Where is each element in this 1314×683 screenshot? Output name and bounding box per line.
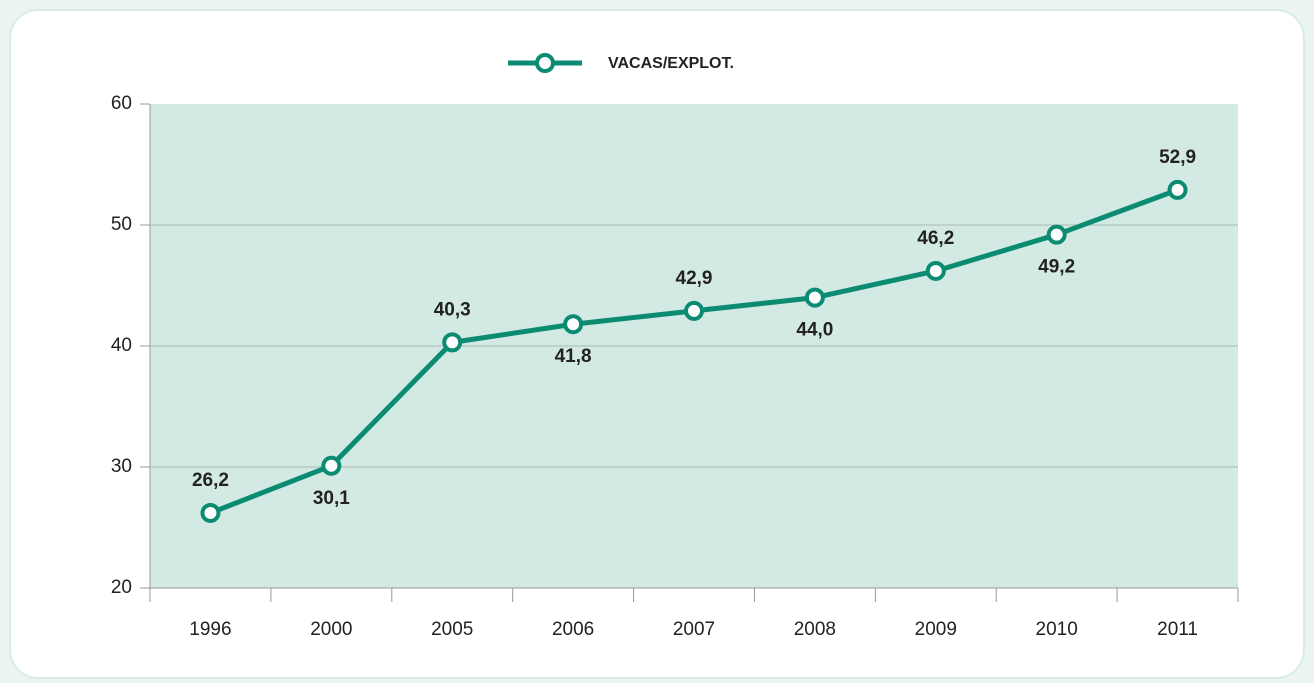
y-tick-label: 60 — [111, 93, 132, 114]
data-point — [200, 502, 221, 523]
y-tick-label: 20 — [111, 577, 132, 598]
data-label: 42,9 — [676, 268, 713, 289]
x-tick-label: 2007 — [673, 619, 715, 640]
data-label: 41,8 — [555, 346, 592, 367]
data-label: 46,2 — [917, 228, 954, 249]
x-tick-label: 2005 — [431, 619, 473, 640]
data-point — [321, 455, 342, 476]
data-point — [442, 332, 463, 353]
y-tick-label: 40 — [111, 335, 132, 356]
data-label: 30,1 — [313, 488, 350, 509]
data-point — [684, 300, 704, 321]
data-label: 40,3 — [434, 299, 471, 320]
data-point — [925, 260, 946, 281]
data-point — [804, 287, 825, 308]
data-point — [1046, 224, 1067, 245]
y-tick-label: 30 — [111, 456, 132, 477]
data-label: 49,2 — [1038, 257, 1075, 278]
x-tick-label: 2000 — [310, 619, 352, 640]
x-tick-label: 2009 — [915, 619, 957, 640]
data-label: 26,2 — [192, 470, 229, 491]
data-label: 52,9 — [1159, 147, 1196, 168]
data-label: 44,0 — [796, 320, 833, 341]
x-tick-label: 2010 — [1036, 619, 1078, 640]
legend-marker — [535, 53, 555, 73]
y-tick-label: 50 — [111, 214, 132, 235]
x-tick-label: 1996 — [189, 619, 231, 640]
data-point — [563, 314, 584, 335]
legend-label: VACAS/EXPLOT. — [608, 55, 734, 72]
x-tick-label: 2011 — [1157, 619, 1198, 640]
data-point — [1167, 179, 1188, 200]
x-tick-label: 2008 — [794, 619, 836, 640]
x-tick-label: 2006 — [552, 619, 594, 640]
